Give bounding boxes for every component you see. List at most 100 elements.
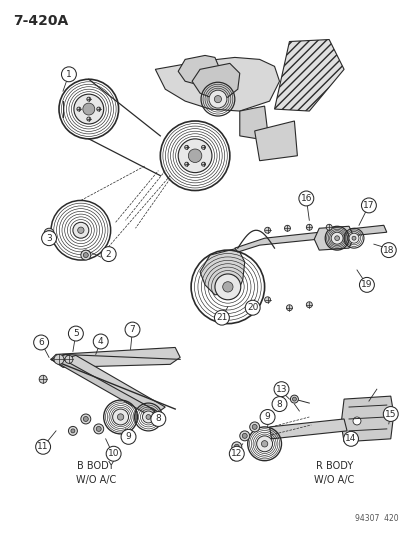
Circle shape bbox=[351, 236, 355, 240]
Circle shape bbox=[232, 455, 236, 459]
Circle shape bbox=[244, 300, 259, 315]
Circle shape bbox=[112, 409, 128, 425]
Text: 7: 7 bbox=[129, 325, 135, 334]
Circle shape bbox=[273, 382, 288, 397]
Circle shape bbox=[271, 397, 286, 411]
Circle shape bbox=[239, 431, 249, 441]
Text: 8: 8 bbox=[276, 400, 282, 409]
Circle shape bbox=[125, 322, 140, 337]
Polygon shape bbox=[51, 348, 180, 367]
Circle shape bbox=[65, 356, 73, 364]
Circle shape bbox=[106, 446, 121, 461]
Circle shape bbox=[382, 407, 397, 422]
Polygon shape bbox=[313, 227, 353, 250]
Circle shape bbox=[62, 67, 76, 82]
Circle shape bbox=[286, 305, 292, 311]
Text: 94307  420: 94307 420 bbox=[354, 514, 398, 523]
Circle shape bbox=[256, 436, 272, 452]
Polygon shape bbox=[155, 58, 279, 111]
Text: 19: 19 bbox=[360, 280, 372, 289]
Circle shape bbox=[284, 225, 290, 231]
Text: 2: 2 bbox=[106, 249, 111, 259]
Circle shape bbox=[93, 424, 103, 434]
Polygon shape bbox=[234, 225, 386, 252]
Text: 1: 1 bbox=[66, 70, 71, 79]
Circle shape bbox=[77, 107, 81, 111]
Circle shape bbox=[358, 277, 373, 292]
Circle shape bbox=[229, 446, 244, 461]
Text: 12: 12 bbox=[230, 449, 242, 458]
Polygon shape bbox=[274, 39, 343, 111]
Circle shape bbox=[54, 354, 64, 365]
Circle shape bbox=[201, 162, 205, 166]
Circle shape bbox=[117, 414, 123, 420]
Text: 21: 21 bbox=[216, 313, 227, 322]
Text: 8: 8 bbox=[155, 415, 161, 424]
Text: 7-420A: 7-420A bbox=[13, 14, 69, 28]
Circle shape bbox=[249, 422, 259, 432]
Circle shape bbox=[33, 335, 48, 350]
Text: 14: 14 bbox=[344, 434, 356, 443]
Circle shape bbox=[261, 441, 267, 447]
Polygon shape bbox=[178, 55, 219, 85]
Circle shape bbox=[39, 375, 47, 383]
Circle shape bbox=[188, 149, 202, 163]
Circle shape bbox=[209, 90, 226, 108]
Circle shape bbox=[93, 334, 108, 349]
Circle shape bbox=[74, 94, 103, 124]
Circle shape bbox=[68, 326, 83, 341]
Circle shape bbox=[81, 414, 90, 424]
Circle shape bbox=[68, 426, 77, 435]
Polygon shape bbox=[254, 121, 297, 161]
Circle shape bbox=[264, 227, 270, 233]
Circle shape bbox=[87, 117, 90, 121]
Circle shape bbox=[242, 433, 247, 438]
Circle shape bbox=[352, 417, 360, 425]
Circle shape bbox=[121, 430, 135, 445]
Circle shape bbox=[343, 431, 358, 446]
Circle shape bbox=[214, 310, 229, 325]
Circle shape bbox=[73, 222, 88, 238]
Circle shape bbox=[184, 162, 188, 166]
Polygon shape bbox=[269, 419, 346, 439]
Text: 9: 9 bbox=[126, 432, 131, 441]
Circle shape bbox=[292, 397, 296, 401]
Polygon shape bbox=[51, 354, 155, 415]
Circle shape bbox=[234, 445, 239, 449]
Circle shape bbox=[325, 224, 331, 230]
Circle shape bbox=[222, 282, 233, 292]
Text: 20: 20 bbox=[247, 303, 258, 312]
Circle shape bbox=[87, 97, 90, 101]
Circle shape bbox=[83, 253, 88, 257]
Text: 9: 9 bbox=[264, 413, 270, 422]
Circle shape bbox=[380, 243, 395, 257]
Text: 16: 16 bbox=[300, 194, 311, 203]
Circle shape bbox=[361, 198, 375, 213]
Text: 3: 3 bbox=[46, 233, 52, 243]
Circle shape bbox=[214, 274, 240, 300]
Circle shape bbox=[150, 411, 165, 426]
Circle shape bbox=[214, 95, 221, 103]
Circle shape bbox=[348, 233, 358, 243]
Text: 11: 11 bbox=[37, 442, 49, 451]
Circle shape bbox=[264, 297, 270, 303]
Text: 4: 4 bbox=[97, 337, 103, 346]
Circle shape bbox=[78, 227, 84, 233]
Circle shape bbox=[83, 416, 88, 422]
Circle shape bbox=[178, 139, 211, 173]
Text: R BODY
W/O A/C: R BODY W/O A/C bbox=[313, 461, 354, 486]
Circle shape bbox=[81, 250, 90, 260]
Polygon shape bbox=[63, 356, 165, 412]
Polygon shape bbox=[239, 106, 267, 139]
Circle shape bbox=[334, 236, 339, 240]
Circle shape bbox=[184, 146, 188, 149]
Circle shape bbox=[306, 302, 311, 308]
Circle shape bbox=[146, 415, 150, 419]
Polygon shape bbox=[199, 248, 244, 295]
Circle shape bbox=[101, 247, 116, 262]
Circle shape bbox=[142, 411, 154, 423]
Text: B BODY
W/O A/C: B BODY W/O A/C bbox=[76, 461, 116, 486]
Circle shape bbox=[44, 228, 54, 238]
Circle shape bbox=[231, 442, 241, 452]
Circle shape bbox=[259, 409, 274, 424]
